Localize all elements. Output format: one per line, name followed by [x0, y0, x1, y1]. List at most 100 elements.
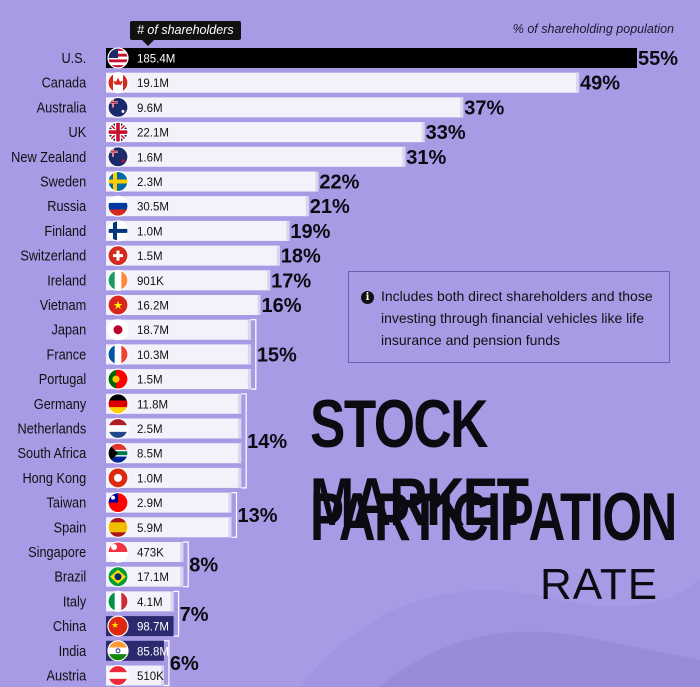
- category-label: Switzerland: [20, 248, 86, 264]
- bar: [106, 196, 309, 217]
- bar-row: Spain 5.9M: [54, 516, 232, 538]
- group-bracket: [163, 640, 170, 687]
- shareholders-label: 1.5M: [137, 375, 163, 387]
- japan-flag-icon: [107, 319, 129, 341]
- value-label: 37%: [464, 97, 504, 119]
- value-label: 15%: [257, 344, 297, 366]
- bar: [106, 319, 251, 340]
- value-label: 21%: [310, 196, 350, 218]
- category-label: Singapore: [28, 544, 86, 560]
- category-label: Canada: [42, 75, 87, 91]
- value-label: 6%: [170, 653, 199, 675]
- bar-row: Japan 18.7M: [52, 319, 251, 341]
- svg-text:★: ★: [111, 621, 119, 631]
- bar-row: Netherlands 2.5M: [18, 417, 242, 440]
- finland-flag-icon: [107, 220, 129, 242]
- bar-row: South Africa 8.5M: [18, 442, 242, 464]
- group-bracket: [173, 590, 180, 637]
- spain-flag-icon: [107, 516, 129, 538]
- india-flag-icon: [107, 640, 129, 662]
- shareholders-label: 16.2M: [137, 301, 169, 313]
- bar: [106, 245, 280, 266]
- bg-arc-2: [380, 631, 700, 687]
- bar: [106, 48, 637, 68]
- value-label: 31%: [406, 147, 446, 169]
- category-label: U.S.: [61, 50, 86, 66]
- group-bracket: [241, 393, 247, 489]
- shareholders-label: 1.0M: [137, 226, 163, 238]
- value-label-group: 6%: [163, 640, 199, 687]
- value-label-group: 49%: [580, 73, 620, 95]
- bar-row: India 85.8M: [59, 640, 169, 662]
- shareholders-label: 19.1M: [137, 78, 169, 90]
- value-label-group: 21%: [310, 196, 350, 218]
- russia-flag-icon: [107, 195, 129, 217]
- category-label: UK: [69, 124, 87, 140]
- bar-edge: [170, 591, 174, 612]
- bar-row: Germany 11.8M: [34, 393, 242, 415]
- info-icon: i: [361, 291, 374, 304]
- bar-row: Brazil 17.1M: [54, 566, 184, 588]
- taiwan-flag-icon: [107, 492, 129, 514]
- shareholders-label: 10.3M: [137, 350, 169, 362]
- shareholders-label: 510K: [137, 671, 164, 683]
- canada-flag-icon: [107, 72, 129, 94]
- shareholders-label: 11.8M: [137, 399, 168, 411]
- value-label: 14%: [247, 431, 287, 453]
- value-label: 13%: [238, 505, 278, 527]
- value-label-group: 16%: [261, 295, 301, 317]
- value-label: 18%: [281, 246, 321, 268]
- bar-row: Portugal 1.5M: [39, 368, 251, 390]
- bar: [106, 270, 271, 291]
- bar-row: U.S. 185.4M: [61, 47, 637, 69]
- shareholders-label: 185.4M: [137, 54, 175, 66]
- bar-row: Taiwan 2.9M: [47, 492, 232, 514]
- portugal-flag-icon: [107, 368, 129, 390]
- bar-row: Vietnam ★ 16.2M: [40, 294, 261, 316]
- value-label-group: 31%: [406, 147, 446, 169]
- vietnam-flag-icon: ★: [107, 294, 129, 316]
- value-label-group: 14%: [241, 393, 287, 489]
- value-label: 17%: [271, 270, 311, 292]
- category-label: New Zealand: [11, 149, 86, 165]
- switzerland-flag-icon: [107, 245, 129, 267]
- category-label: South Africa: [18, 445, 87, 461]
- shareholders-label: 1.0M: [137, 473, 163, 485]
- bar-edge: [228, 517, 232, 538]
- shareholders-label: 30.5M: [137, 202, 169, 214]
- bar-edge: [238, 418, 242, 439]
- bar-edge: [576, 72, 580, 93]
- bar-edge: [160, 665, 164, 686]
- info-note: i Includes both direct shareholders and …: [348, 271, 670, 363]
- shareholders-label: 473K: [137, 548, 164, 560]
- bar-edge: [238, 467, 242, 488]
- category-label: Austria: [47, 668, 87, 684]
- category-label: Netherlands: [18, 421, 87, 437]
- netherlands-flag-icon: [107, 417, 129, 440]
- value-label-group: 13%: [231, 492, 278, 538]
- bar-row: Switzerland 1.5M: [20, 245, 280, 267]
- title-line-3: RATE: [540, 560, 659, 609]
- bar-row: Australia 9.6M: [37, 96, 464, 119]
- bar-edge: [180, 566, 184, 587]
- category-label: Japan: [52, 322, 87, 338]
- bar: [106, 72, 580, 93]
- shareholders-label: 85.8M: [137, 646, 169, 658]
- value-label: 19%: [290, 221, 330, 243]
- bar: [106, 122, 425, 143]
- bar-edge: [402, 146, 406, 167]
- pct-population-header: % of shareholding population: [512, 22, 674, 36]
- category-label: Brazil: [54, 569, 86, 585]
- category-label: Germany: [34, 396, 87, 412]
- sweden-flag-icon: [107, 170, 129, 193]
- new-zealand-flag-icon: [107, 146, 129, 168]
- category-label: Finland: [44, 223, 86, 239]
- bar-row: China ★ 98.7M: [53, 615, 174, 637]
- bar-row: Austria 510K: [47, 664, 164, 687]
- value-label: 55%: [638, 48, 678, 70]
- brazil-flag-icon: [107, 566, 129, 588]
- shareholders-label: 18.7M: [137, 325, 169, 337]
- south-africa-flag-icon: [107, 442, 129, 464]
- shareholders-label: 1.6M: [137, 152, 163, 164]
